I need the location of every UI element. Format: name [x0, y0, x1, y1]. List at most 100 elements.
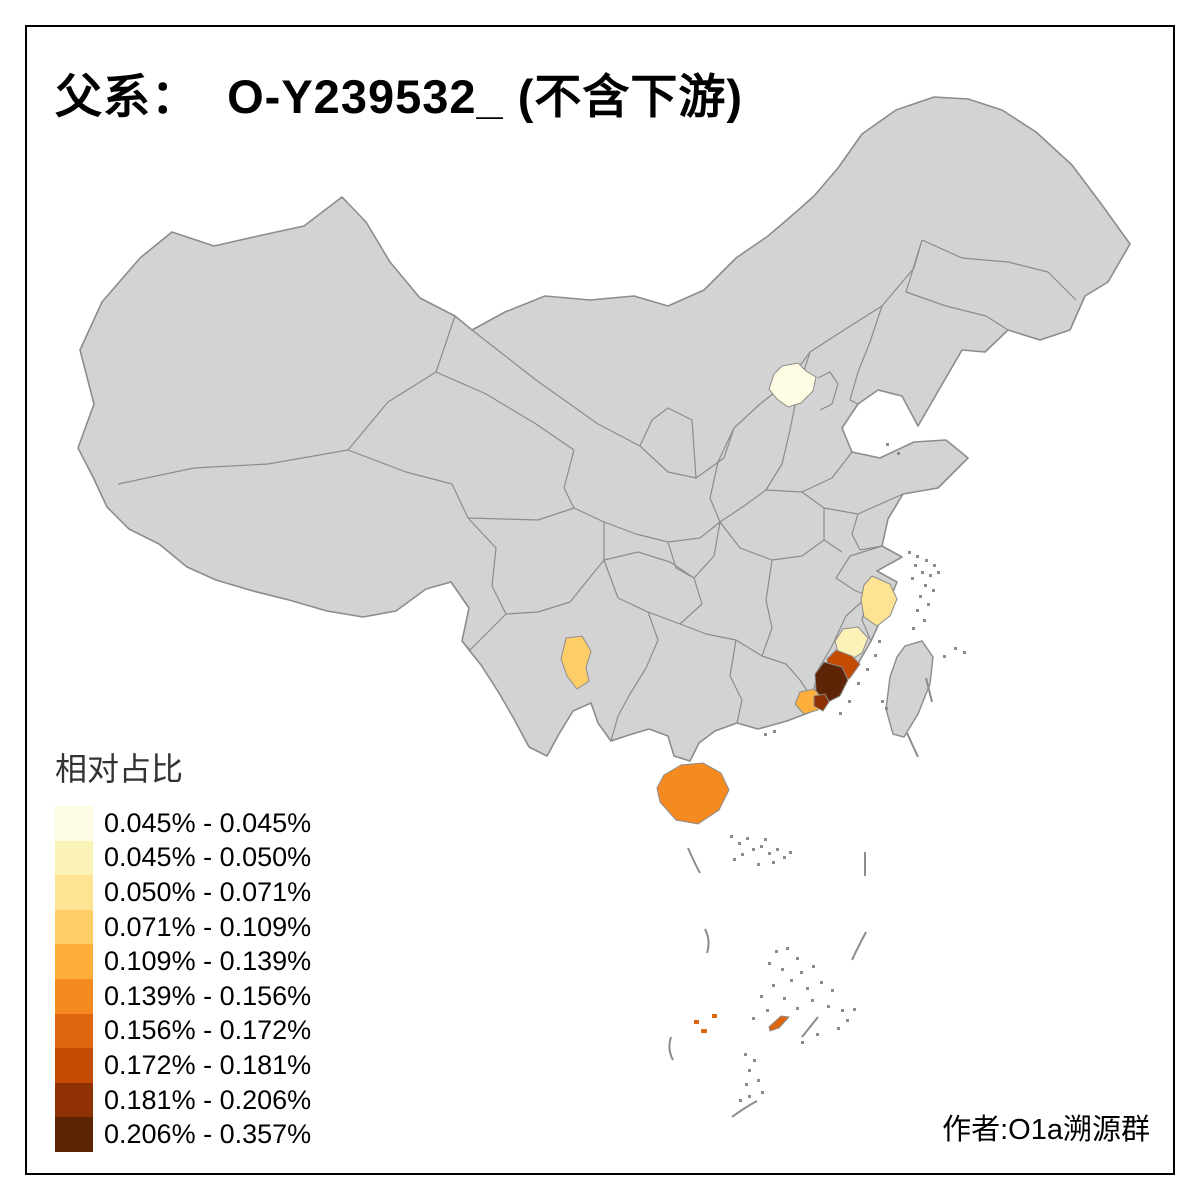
islet	[923, 619, 926, 622]
islet	[932, 589, 935, 592]
island-specks	[730, 443, 966, 1102]
islet	[878, 640, 881, 643]
islet	[806, 987, 809, 990]
region-fuzhou	[834, 626, 869, 661]
islet	[761, 1091, 764, 1094]
islet	[801, 1041, 804, 1044]
islet	[768, 852, 771, 855]
legend-row: 0.181% - 0.206%	[55, 1082, 312, 1118]
legend-swatch	[55, 909, 93, 945]
legend-class-label: 0.156% - 0.172%	[104, 1015, 312, 1046]
islet	[921, 571, 924, 574]
legend-class-label: 0.181% - 0.206%	[104, 1084, 312, 1115]
islet	[790, 979, 793, 982]
legend: 相对占比 0.045% - 0.045% 0.045% - 0.050% 0.050…	[55, 744, 311, 1152]
region-wenzhou	[860, 575, 898, 627]
islet	[820, 981, 823, 984]
islet	[739, 1099, 742, 1102]
region-sansha-islet	[701, 1029, 707, 1033]
islet	[733, 858, 736, 861]
legend-class-label: 0.071% - 0.109%	[104, 911, 312, 942]
legend-row: 0.139% - 0.156%	[55, 978, 312, 1014]
islet	[954, 647, 957, 650]
islet	[744, 1053, 747, 1056]
legend-row: 0.156% - 0.172%	[55, 1013, 312, 1049]
region-sansha-islet	[712, 1014, 717, 1018]
legend-row: 0.109% - 0.139%	[55, 944, 311, 979]
islet	[933, 564, 936, 567]
islet	[738, 842, 741, 845]
islet	[753, 1059, 756, 1062]
islet	[874, 654, 877, 657]
islet	[730, 835, 733, 838]
islet	[839, 712, 842, 715]
islet	[816, 1033, 819, 1036]
islet	[741, 853, 744, 856]
islet	[853, 1008, 856, 1011]
islet	[781, 968, 784, 971]
region-chaozhou-jieyang	[794, 688, 823, 715]
legend-class-label: 0.045% - 0.045%	[104, 807, 312, 838]
legend-class-label: 0.050% - 0.071%	[104, 876, 312, 907]
legend-class-label: 0.045% - 0.050%	[104, 842, 312, 873]
islet	[748, 1069, 751, 1072]
islet	[760, 845, 763, 848]
islet	[783, 997, 786, 1000]
islet	[766, 1009, 769, 1012]
legend-swatch	[55, 875, 93, 910]
islet	[748, 1095, 751, 1098]
legend-row: 0.045% - 0.050%	[55, 840, 312, 876]
region-sansha-islet	[768, 1015, 791, 1032]
region-beijing	[768, 362, 817, 408]
islet	[764, 838, 767, 841]
islet	[831, 989, 834, 992]
region-sansha-islet	[694, 1020, 699, 1024]
islet	[963, 651, 966, 654]
islet	[943, 655, 946, 658]
islet	[800, 971, 803, 974]
islet	[925, 559, 928, 562]
islet	[929, 574, 932, 577]
legend-title: 相对占比	[55, 751, 184, 787]
islet	[846, 1019, 849, 1022]
legend-class-label: 0.206% - 0.357%	[104, 1119, 312, 1150]
islet	[908, 551, 911, 554]
region-hainan	[656, 762, 730, 825]
sea-boundary-lines	[668, 677, 933, 1118]
region-shantou	[813, 693, 830, 712]
islet	[886, 443, 889, 446]
legend-swatch	[55, 1048, 93, 1083]
islet	[919, 595, 922, 598]
islet	[937, 571, 940, 574]
islet	[776, 848, 779, 851]
attribution-text: 作者:O1a溯源群	[942, 1114, 1150, 1146]
legend-row: 0.050% - 0.071%	[55, 875, 311, 910]
islet	[866, 668, 869, 671]
islet	[752, 1017, 755, 1020]
islet	[775, 950, 778, 953]
legend-swatch	[55, 1013, 93, 1049]
region-kunming	[560, 635, 592, 690]
islet	[752, 848, 755, 851]
islet	[916, 609, 919, 612]
islet	[772, 861, 775, 864]
islet	[914, 564, 917, 567]
legend-class-label: 0.109% - 0.139%	[104, 946, 312, 977]
islet	[897, 452, 900, 455]
islet	[837, 1027, 840, 1030]
plot-frame	[25, 25, 1175, 1175]
legend-class-label: 0.172% - 0.181%	[104, 1049, 312, 1080]
legend-row: 0.071% - 0.109%	[55, 909, 312, 945]
legend-swatch	[55, 1117, 93, 1152]
islet	[757, 1079, 760, 1082]
islet	[764, 733, 767, 736]
region-zhangzhou-xiamen	[814, 661, 849, 704]
legend-row: 0.206% - 0.357%	[55, 1117, 311, 1152]
province-borders	[117, 239, 1077, 742]
legend-swatch	[55, 1082, 93, 1118]
legend-class-label: 0.139% - 0.156%	[104, 980, 312, 1011]
islet	[746, 837, 749, 840]
legend-swatch	[55, 978, 93, 1014]
